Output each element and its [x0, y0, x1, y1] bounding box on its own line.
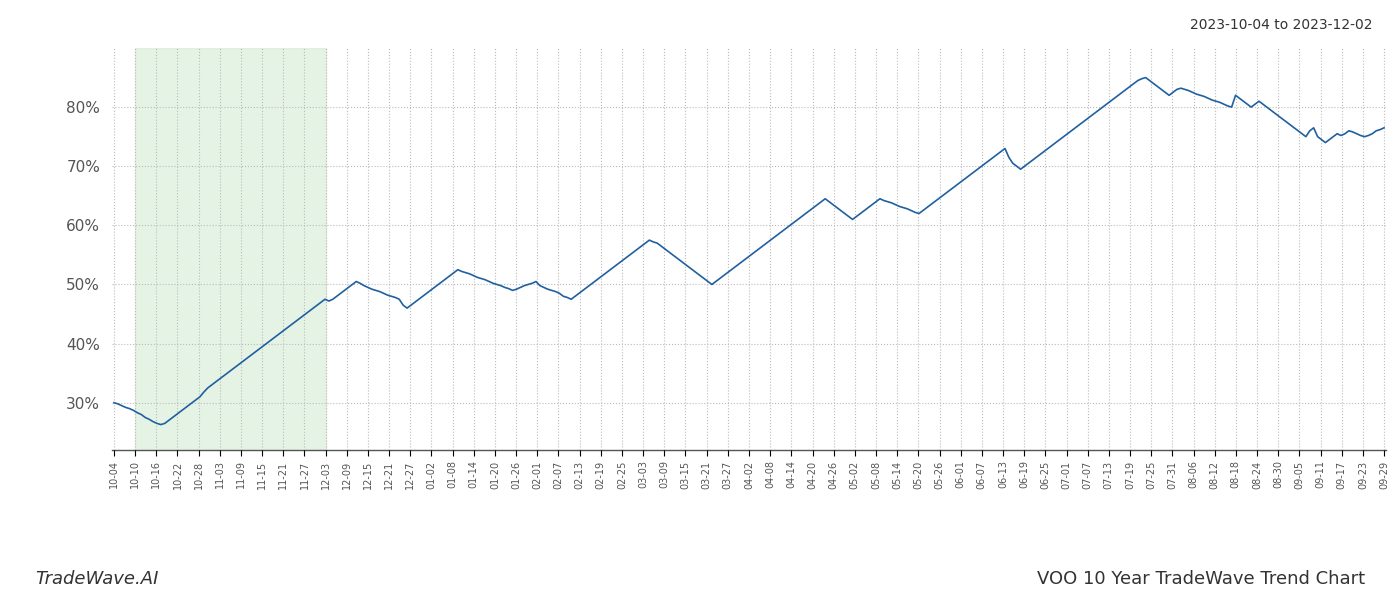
Bar	[136, 48, 326, 450]
Text: 2023-10-04 to 2023-12-02: 2023-10-04 to 2023-12-02	[1190, 18, 1372, 32]
Text: TradeWave.AI: TradeWave.AI	[35, 570, 158, 588]
Text: VOO 10 Year TradeWave Trend Chart: VOO 10 Year TradeWave Trend Chart	[1037, 570, 1365, 588]
